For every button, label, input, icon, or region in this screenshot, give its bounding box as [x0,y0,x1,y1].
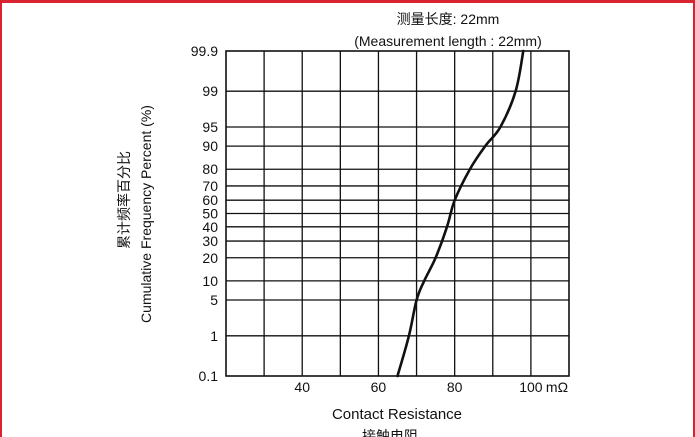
x-tick-label: 60 [371,379,387,395]
y-axis-label: Cumulative Frequency Percent (%) [138,105,154,323]
series-line [396,49,525,378]
x-tick-label: 80 [447,379,463,395]
chart-title: 测量长度: 22mm [397,11,500,27]
y-tick-label: 99 [202,83,218,99]
x-axis-label-cn: 接触电阻 [362,428,418,437]
y-tick-label: 95 [202,119,218,135]
x-tick-label: 40 [294,379,310,395]
y-tick-label: 0.1 [199,368,219,384]
horizontal-gridlines [226,90,569,337]
y-tick-label: 70 [202,178,218,194]
y-tick-label: 10 [202,273,218,289]
top-accent-rule [0,0,695,3]
x-tick-labels: 40 60 80 100 [294,379,542,395]
y-tick-label: 1 [210,328,218,344]
y-tick-label: 20 [202,250,218,266]
y-tick-label: 5 [210,292,218,308]
y-tick-label: 30 [202,233,218,249]
y-tick-label: 99.9 [191,43,218,59]
x-axis-label: Contact Resistance [332,406,462,423]
y-tick-label: 50 [202,206,218,222]
x-tick-label: 100 [519,379,543,395]
y-axis-label-cn: 累计频率百分比 [116,151,132,249]
y-tick-label: 60 [202,192,218,208]
y-tick-label: 40 [202,219,218,235]
x-unit-label: mΩ [546,379,568,395]
chart-subtitle: (Measurement length : 22mm) [354,33,542,49]
y-tick-label: 90 [202,138,218,154]
y-tick-label: 80 [202,161,218,177]
